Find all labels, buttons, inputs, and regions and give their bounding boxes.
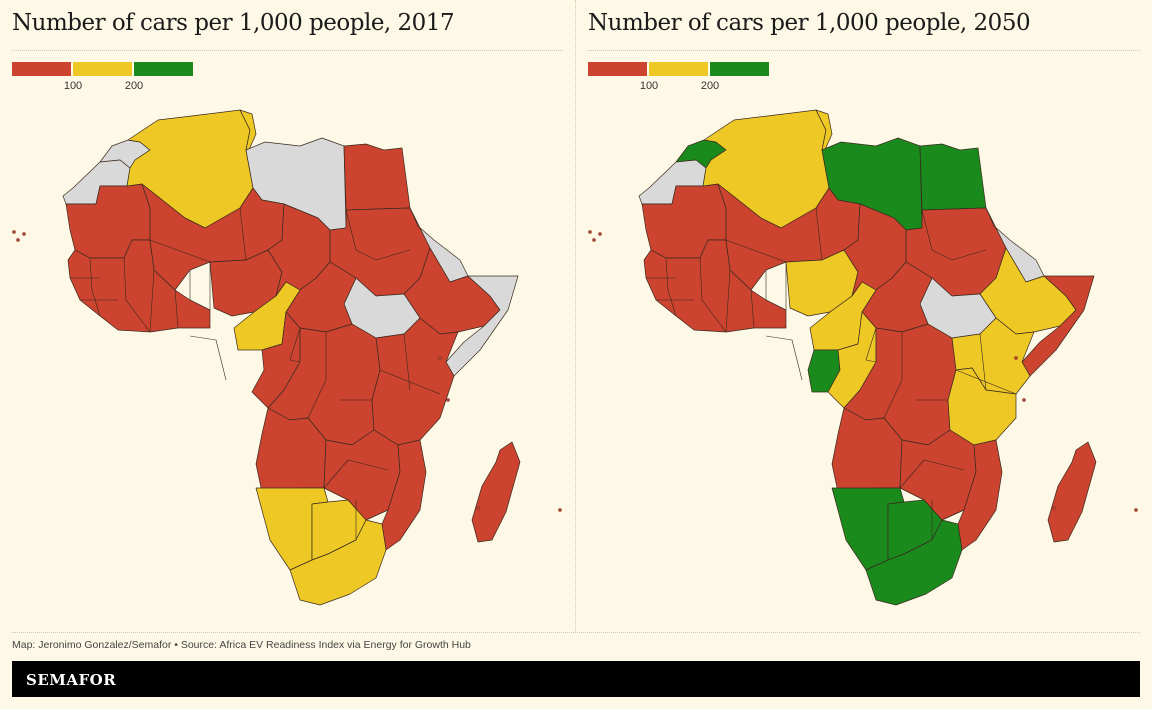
island-marker [558,508,562,512]
map-title: Number of cars per 1,000 people, 2017 [12,10,455,36]
country-border [149,269,155,333]
country-border [815,207,823,261]
country-border [725,269,731,333]
country-border [149,239,211,263]
source-credit: Map: Jeronimo Gonzalez/Semafor • Source:… [12,639,471,651]
region-east-africa [371,317,459,446]
country-border [403,333,411,391]
island-marker [592,238,596,242]
divider [12,50,563,51]
island-marker [1014,356,1018,360]
island-marker [588,230,592,234]
country-border [941,509,965,521]
divider [588,50,1140,51]
legend-band-mid [649,62,708,76]
country-border [365,509,389,521]
country-border [239,207,247,261]
country-border [174,289,179,329]
legend-band-low [588,62,647,76]
legend-tick-200: 200 [124,80,144,92]
country-border [189,335,227,381]
region-mozambique [381,439,427,551]
country-border [307,332,327,419]
legend-band-high [134,62,193,76]
island-marker [598,232,602,236]
region-mozambique [957,439,1003,551]
legend-tick-100: 100 [63,80,83,92]
country-border [765,335,803,381]
divider [12,632,1140,633]
region-egypt [343,143,411,211]
map-panel-2050: Number of cars per 1,000 people, 2050 10… [576,0,1152,632]
legend-band-low [12,62,71,76]
brand-logo: SEMAFOR [26,671,117,689]
island-marker [22,232,26,236]
country-border [921,209,987,261]
region-south-africa [865,519,963,606]
country-border [899,459,965,489]
map-title: Number of cars per 1,000 people, 2050 [588,10,1031,36]
color-legend: 100 200 [588,62,770,98]
africa-map [588,109,1138,606]
region-west-africa [67,239,211,333]
legend-band-mid [73,62,132,76]
country-border [665,257,677,317]
island-marker [12,230,16,234]
legend-tick-100: 100 [639,80,659,92]
island-marker [446,398,450,402]
country-border [750,289,755,329]
country-border [725,239,787,263]
region-west-africa [643,239,787,333]
map-panel-2017: Number of cars per 1,000 people, 2017 10… [0,0,576,632]
region-south-africa [289,519,387,606]
region-madagascar [1047,441,1097,543]
country-border [345,209,411,261]
country-border [979,333,987,391]
country-border [289,327,301,363]
island-marker [438,356,442,360]
island-marker [16,238,20,242]
color-legend: 100 200 [12,62,194,98]
country-border [883,332,903,419]
region-madagascar [471,441,521,543]
island-marker [1134,508,1138,512]
country-border [865,327,877,363]
country-border [323,459,389,489]
region-kenya [951,317,1035,395]
country-border [89,257,101,317]
africa-map [12,109,562,606]
island-marker [1052,506,1056,510]
legend-tick-200: 200 [700,80,720,92]
country-border [955,369,1017,395]
region-egypt [919,143,987,211]
island-marker [1022,398,1026,402]
legend-band-high [710,62,769,76]
island-marker [476,506,480,510]
country-border [699,257,727,333]
brand-bar: SEMAFOR [12,661,1140,697]
country-border [123,257,151,333]
country-border [379,369,441,395]
